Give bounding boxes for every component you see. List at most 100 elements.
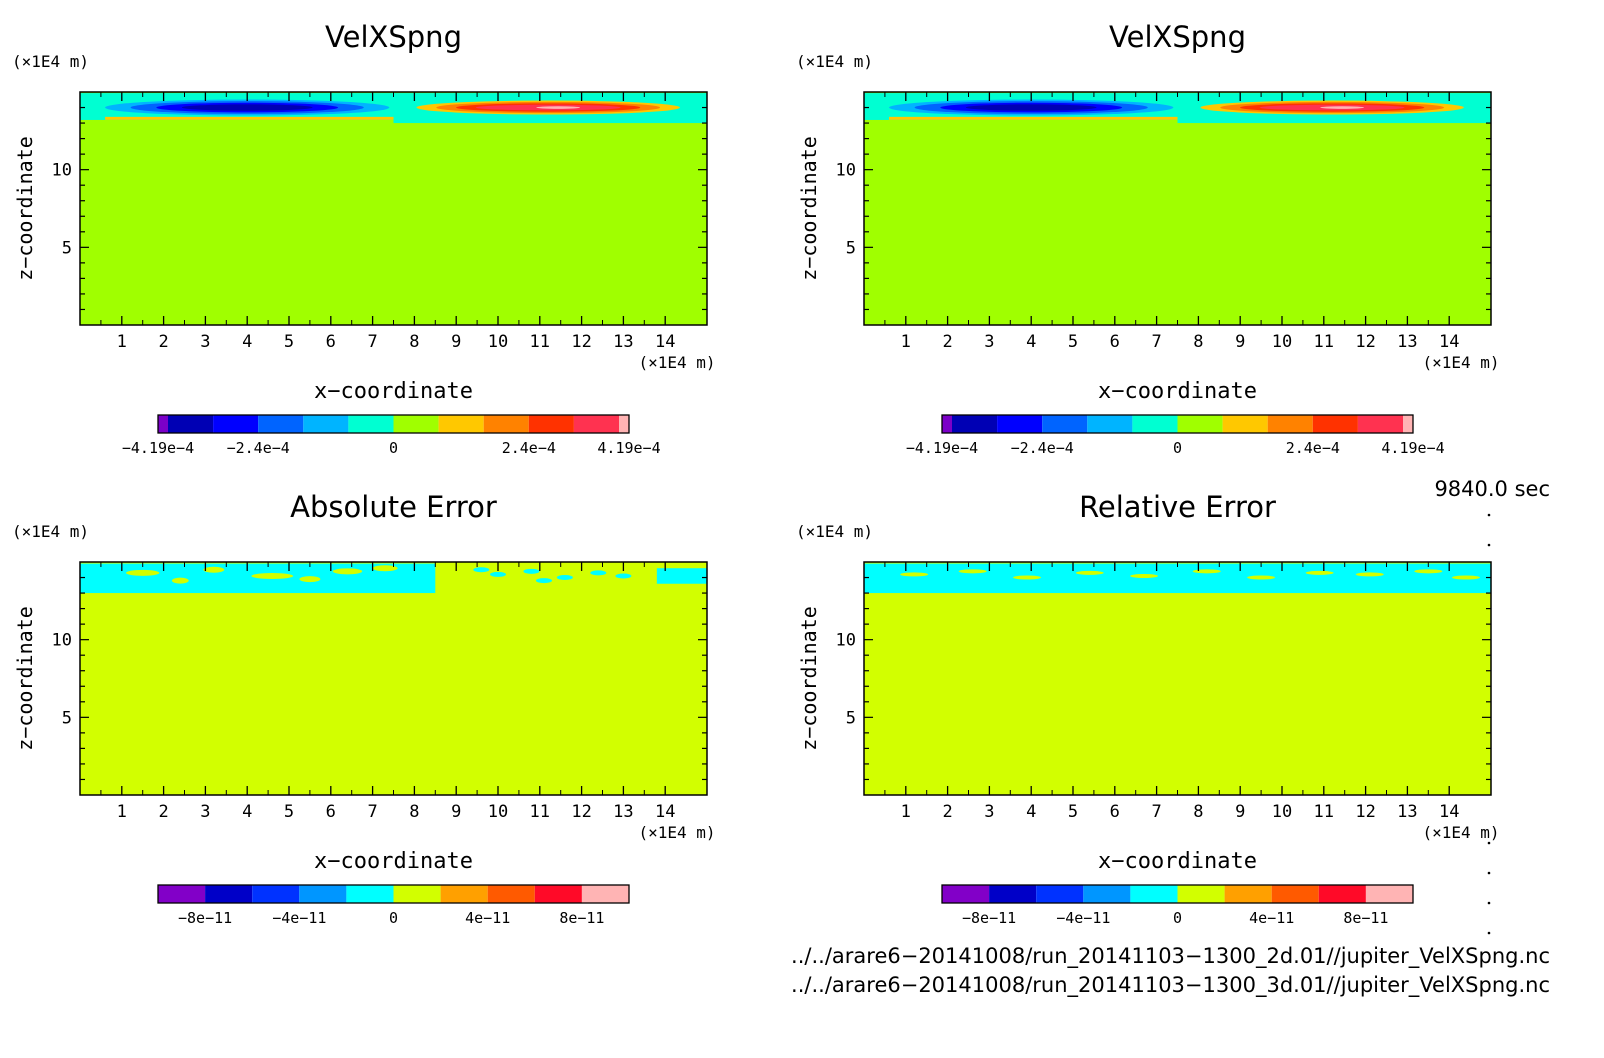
x-tick-label: 13 <box>1397 802 1417 822</box>
colorbar-segment <box>299 885 347 903</box>
error-speck <box>556 575 573 581</box>
y-tick-label: 5 <box>62 238 72 258</box>
colorbar-segment <box>1132 415 1178 433</box>
x-tick-label: 12 <box>1355 332 1375 352</box>
colorbar-label: −8e−11 <box>178 909 232 927</box>
x-axis-label: x−coordinate <box>314 379 473 404</box>
x-tick-label: 12 <box>571 802 591 822</box>
plot-area <box>864 562 1491 795</box>
panel-2: VelXSpng(×1E4 m)1 2 3 4 5 6 7 8 9 10 11 12 13 14(×1E4… <box>796 20 1500 457</box>
colorbar-frame <box>941 884 1414 904</box>
error-speckle <box>299 576 321 583</box>
error-speckle <box>1075 570 1104 575</box>
colorbar-segment <box>1177 885 1225 903</box>
x-tick-label: 12 <box>1355 802 1375 822</box>
error-speckle <box>1130 573 1159 578</box>
x-tick-label: 4 <box>1026 802 1036 822</box>
colorbar-segment <box>393 415 439 433</box>
y-unit-label: (×1E4 m) <box>796 522 873 541</box>
y-tick-label: 10 <box>52 631 72 651</box>
x-tick-label: 12 <box>571 332 591 352</box>
x-tick-label: 6 <box>326 802 336 822</box>
colorbar-segment <box>997 415 1043 433</box>
y-axis-label: z−coordinate <box>797 136 821 281</box>
x-tick-label: 13 <box>613 802 633 822</box>
x-tick-label: 2 <box>942 332 952 352</box>
colorbar-segment <box>1318 885 1366 903</box>
x-tick-label: 13 <box>613 332 633 352</box>
colorbar-segment <box>1357 415 1403 433</box>
error-speck <box>473 567 490 573</box>
error-speckle <box>332 568 363 575</box>
plot-area <box>80 562 707 795</box>
x-tick-label: 4 <box>1026 332 1036 352</box>
error-speckle <box>372 565 398 572</box>
x-unit-label: (×1E4 m) <box>1422 353 1499 372</box>
y-axis-label: z−coordinate <box>13 606 37 751</box>
panel-3: Absolute Error(×1E4 m)1 2 3 4 5 6 7 8 9 10 11 12 13 1… <box>12 490 716 927</box>
x-tick-label: 1 <box>901 802 911 822</box>
colorbar-segment <box>303 415 349 433</box>
x-tick-label: 9 <box>1235 802 1245 822</box>
colorbar-segment <box>1042 415 1088 433</box>
x-tick-label: 6 <box>1110 332 1120 352</box>
colorbar-segment <box>258 415 304 433</box>
colorbar-segment <box>528 415 574 433</box>
time-label: 9840.0 sec <box>1434 477 1550 501</box>
x-tick-label: 3 <box>984 332 994 352</box>
negative-contour-4 <box>181 104 313 111</box>
x-tick-label: 6 <box>326 332 336 352</box>
colorbar-segment <box>534 885 582 903</box>
colorbar-segment <box>1224 885 1272 903</box>
x-tick-label: 1 <box>117 802 127 822</box>
error-speckle <box>251 572 294 579</box>
colorbar-segment <box>1365 885 1413 903</box>
x-tick-label: 3 <box>984 802 994 822</box>
x-tick-label: 7 <box>1151 802 1161 822</box>
x-tick-label: 10 <box>488 802 508 822</box>
colorbar-label: −4.19e−4 <box>122 439 194 457</box>
x-tick-label: 13 <box>1397 332 1417 352</box>
colorbar-segment <box>952 415 998 433</box>
error-band-right <box>656 568 707 584</box>
x-tick-label: 5 <box>284 802 294 822</box>
x-tick-label: 14 <box>1439 802 1459 822</box>
error-speckle <box>1414 569 1443 574</box>
colorbar-segment <box>989 885 1037 903</box>
y-tick-label: 10 <box>52 161 72 181</box>
colorbar-label: 2.4e−4 <box>1286 439 1340 457</box>
x-tick-label: 3 <box>200 332 210 352</box>
y-tick-label: 5 <box>846 238 856 258</box>
colorbar-segment <box>393 885 441 903</box>
colorbar-label: 0 <box>1173 439 1182 457</box>
colorbar-segment <box>1130 885 1178 903</box>
error-speck <box>523 568 540 574</box>
error-speckle <box>1013 575 1042 580</box>
colorbar-segment <box>205 885 253 903</box>
colorbar-label: 0 <box>389 439 398 457</box>
x-tick-label: 8 <box>409 332 419 352</box>
x-axis-label: x−coordinate <box>1098 379 1257 404</box>
x-tick-label: 1 <box>117 332 127 352</box>
colorbar-segment <box>487 885 535 903</box>
colorbar-segment <box>581 885 629 903</box>
error-speckle <box>125 569 160 576</box>
plot-area <box>864 92 1491 325</box>
x-tick-label: 14 <box>655 332 675 352</box>
positive-lower-band <box>393 116 707 124</box>
y-tick-label: 5 <box>846 708 856 728</box>
y-unit-label: (×1E4 m) <box>12 52 89 71</box>
x-tick-label: 4 <box>242 332 252 352</box>
positive-peak <box>536 106 581 109</box>
colorbar-segment <box>440 885 488 903</box>
colorbar-frame <box>157 414 630 434</box>
x-tick-label: 8 <box>1193 332 1203 352</box>
error-speckle <box>171 577 189 584</box>
colorbar-segment <box>158 885 206 903</box>
colorbar-segment <box>573 415 619 433</box>
x-tick-label: 11 <box>1314 332 1334 352</box>
error-speckle <box>203 566 225 573</box>
x-tick-label: 9 <box>1235 332 1245 352</box>
x-tick-label: 14 <box>1439 332 1459 352</box>
colorbar-label: −8e−11 <box>962 909 1016 927</box>
